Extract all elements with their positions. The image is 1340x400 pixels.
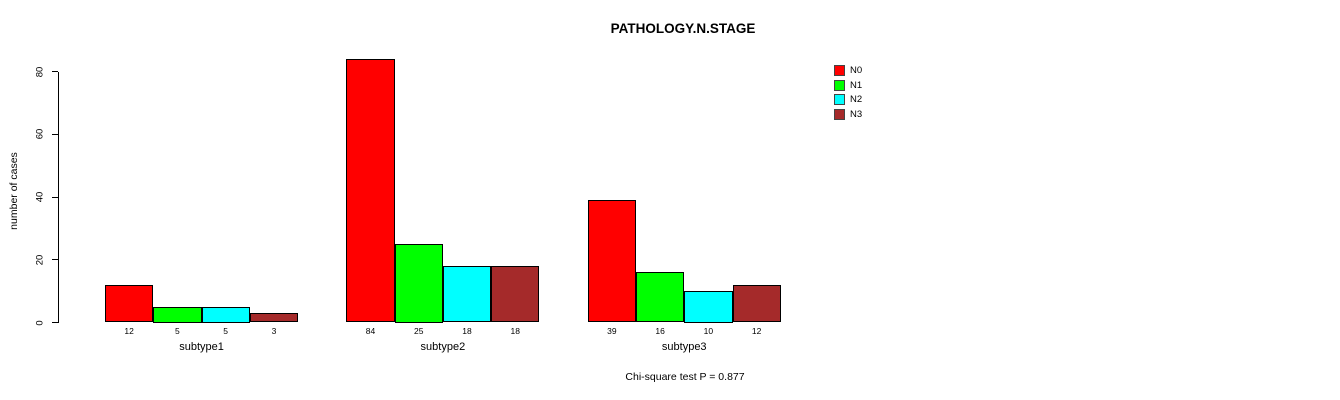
bar-N1-subtype1 <box>153 306 202 323</box>
y-tick-label: 40 <box>34 191 46 203</box>
bar-N1-subtype3 <box>635 272 685 323</box>
legend: N0 N1 N2 N3 <box>834 65 862 120</box>
category-label-subtype3: subtype3 <box>661 341 707 353</box>
bar-value-label: 5 <box>175 326 180 336</box>
y-axis-line <box>57 71 59 323</box>
y-tick-label: 60 <box>34 128 46 140</box>
bar-value-label: 12 <box>124 326 134 336</box>
legend-item-N2: N2 <box>834 94 862 106</box>
bar-N3-subtype1 <box>249 313 299 323</box>
y-axis-label: number of cases <box>8 152 20 230</box>
bar-value-label: 25 <box>414 326 424 336</box>
bar-N2-subtype2 <box>442 266 492 323</box>
bar-N3-subtype2 <box>491 266 540 323</box>
legend-item-N0: N0 <box>834 65 862 77</box>
chart-title: PATHOLOGY.N.STAGE <box>610 21 756 36</box>
y-tick <box>51 322 58 323</box>
bar-value-label: 10 <box>703 326 714 336</box>
y-tick <box>51 71 58 72</box>
y-tick-label: 0 <box>34 319 46 326</box>
bar-value-label: 18 <box>510 326 521 336</box>
bar-value-label: 3 <box>271 326 277 336</box>
legend-label-N3: N3 <box>850 108 863 120</box>
bar-value-label: 39 <box>607 326 617 336</box>
y-tick-label: 80 <box>34 66 46 77</box>
legend-label-N1: N1 <box>850 79 863 91</box>
legend-label-N0: N0 <box>850 65 863 77</box>
legend-swatch-N1 <box>834 79 845 91</box>
bar-N0-subtype1 <box>105 284 154 323</box>
legend-swatch-N3 <box>834 108 845 120</box>
legend-swatch-N0 <box>834 65 845 77</box>
bar-value-label: 5 <box>223 326 229 336</box>
y-tick <box>51 259 58 261</box>
bar-N3-subtype3 <box>732 284 781 323</box>
bar-value-label: 84 <box>365 326 376 336</box>
bar-N2-subtype1 <box>201 306 250 323</box>
bar-N1-subtype2 <box>394 244 443 323</box>
y-tick <box>51 196 58 198</box>
legend-item-N1: N1 <box>834 79 863 92</box>
legend-swatch-N2 <box>834 94 845 106</box>
bar-N0-subtype2 <box>346 58 395 323</box>
bar-value-label: 18 <box>462 326 472 336</box>
legend-label-N2: N2 <box>850 94 863 106</box>
chi-square-annotation: Chi-square test P = 0.877 <box>625 371 745 383</box>
category-label-subtype2: subtype2 <box>420 341 466 353</box>
category-label-subtype1: subtype1 <box>179 341 224 353</box>
bar-N0-subtype3 <box>587 200 636 323</box>
bar-value-label: 12 <box>751 326 762 336</box>
y-tick <box>51 133 58 135</box>
legend-item-N3: N3 <box>834 108 863 121</box>
bar-N2-subtype3 <box>684 291 733 323</box>
y-tick-label: 20 <box>34 254 46 266</box>
bar-value-label: 16 <box>655 326 665 336</box>
